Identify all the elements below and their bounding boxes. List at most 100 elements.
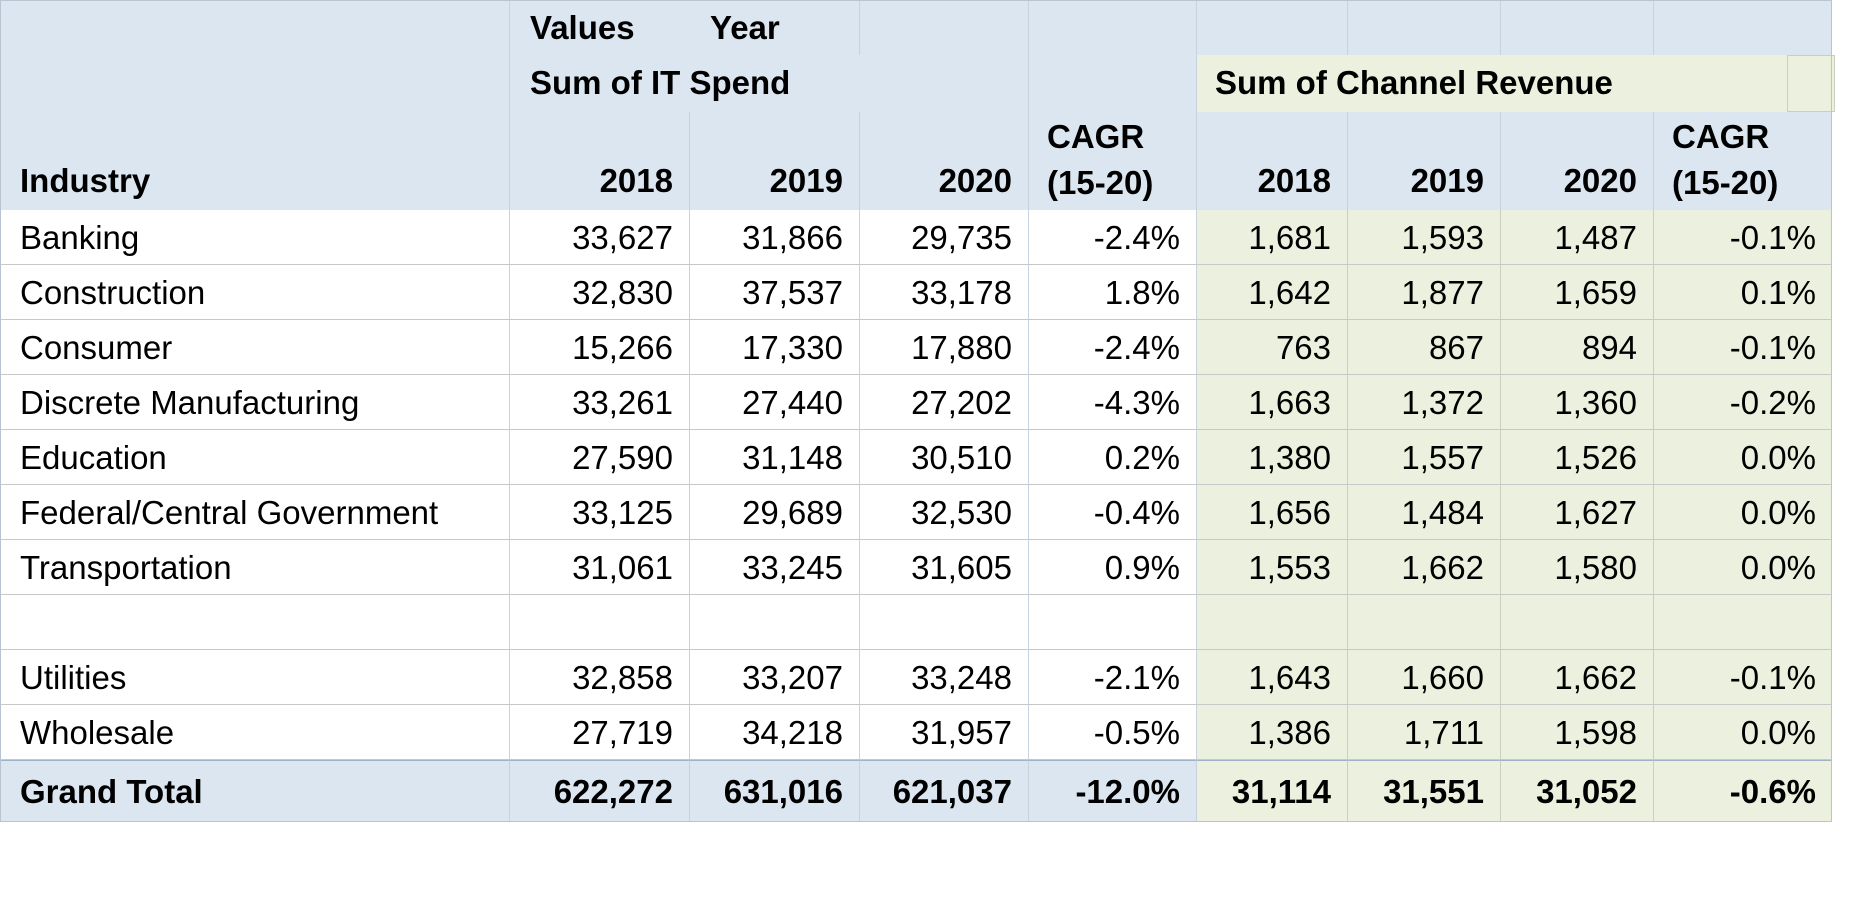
it-2018-cell: 31,061 bbox=[510, 540, 690, 595]
ch-2018-cell: 1,380 bbox=[1197, 430, 1348, 485]
ch-cagr-cell: 0.0% bbox=[1654, 540, 1832, 595]
grand-total-ch-2019: 31,551 bbox=[1348, 760, 1501, 822]
ch-2018-cell: 1,386 bbox=[1197, 705, 1348, 760]
ch-2018-cell: 763 bbox=[1197, 320, 1348, 375]
it-2018-cell: 33,627 bbox=[510, 210, 690, 265]
ch-2019-cell: 867 bbox=[1348, 320, 1501, 375]
grand-total-it-cagr: -12.0% bbox=[1029, 760, 1197, 822]
it-2020-cell: 30,510 bbox=[860, 430, 1029, 485]
table-row[interactable] bbox=[0, 595, 1832, 650]
it-2020-cell: 27,202 bbox=[860, 375, 1029, 430]
industry-cell: Education bbox=[0, 430, 510, 485]
pivot-header-row-measures: Sum of IT Spend Sum of Channel Revenue bbox=[0, 55, 1856, 112]
it-2019-cell: 37,537 bbox=[690, 265, 860, 320]
ch-2018-cell: 1,656 bbox=[1197, 485, 1348, 540]
it-2019-cell: 33,245 bbox=[690, 540, 860, 595]
cagr-header-line1: CAGR bbox=[1672, 118, 1770, 155]
grand-total-label: Grand Total bbox=[0, 760, 510, 822]
ch-2020-cell: 1,627 bbox=[1501, 485, 1654, 540]
table-row[interactable]: Transportation 31,061 33,245 31,605 0.9%… bbox=[0, 540, 1832, 595]
it-cagr-cell: -0.5% bbox=[1029, 705, 1197, 760]
it-cagr-cell bbox=[1029, 595, 1197, 650]
it-2020-cell: 32,530 bbox=[860, 485, 1029, 540]
it-2020-cell bbox=[860, 595, 1029, 650]
ch-cagr-header: CAGR (15-20) bbox=[1654, 112, 1832, 210]
ch-cagr-cell: -0.2% bbox=[1654, 375, 1832, 430]
header-blank-cell bbox=[1197, 0, 1348, 55]
it-2019-cell: 27,440 bbox=[690, 375, 860, 430]
it-2018-cell: 15,266 bbox=[510, 320, 690, 375]
industry-cell: Construction bbox=[0, 265, 510, 320]
ch-2020-cell: 1,580 bbox=[1501, 540, 1654, 595]
grand-total-it-2018: 622,272 bbox=[510, 760, 690, 822]
industry-cell: Consumer bbox=[0, 320, 510, 375]
ch-2020-cell: 1,487 bbox=[1501, 210, 1654, 265]
it-2020-cell: 33,248 bbox=[860, 650, 1029, 705]
table-row[interactable]: Wholesale 27,719 34,218 31,957 -0.5% 1,3… bbox=[0, 705, 1832, 760]
header-blank-cell bbox=[1501, 0, 1654, 55]
ch-2018-cell: 1,643 bbox=[1197, 650, 1348, 705]
industry-cell: Utilities bbox=[0, 650, 510, 705]
ch-cagr-cell: 0.0% bbox=[1654, 485, 1832, 540]
table-row[interactable]: Construction 32,830 37,537 33,178 1.8% 1… bbox=[0, 265, 1832, 320]
header-blank-cell bbox=[860, 0, 1029, 55]
ch-2019-cell: 1,662 bbox=[1348, 540, 1501, 595]
it-2018-cell: 27,719 bbox=[510, 705, 690, 760]
it-2019-cell: 31,866 bbox=[690, 210, 860, 265]
grand-total-it-2020: 621,037 bbox=[860, 760, 1029, 822]
it-cagr-cell: -2.1% bbox=[1029, 650, 1197, 705]
table-row[interactable]: Consumer 15,266 17,330 17,880 -2.4% 763 … bbox=[0, 320, 1832, 375]
table-row[interactable]: Discrete Manufacturing 33,261 27,440 27,… bbox=[0, 375, 1832, 430]
it-2018-cell: 32,830 bbox=[510, 265, 690, 320]
ch-2018-cell: 1,681 bbox=[1197, 210, 1348, 265]
it-cagr-header: CAGR (15-20) bbox=[1029, 112, 1197, 210]
year-field-label[interactable]: Year bbox=[690, 0, 860, 55]
ch-2018-cell: 1,553 bbox=[1197, 540, 1348, 595]
ch-2019-cell: 1,557 bbox=[1348, 430, 1501, 485]
ch-2020-cell: 1,659 bbox=[1501, 265, 1654, 320]
ch-2019-cell: 1,660 bbox=[1348, 650, 1501, 705]
industry-cell: Banking bbox=[0, 210, 510, 265]
it-year-2019-header: 2019 bbox=[690, 112, 860, 210]
corner-cell bbox=[0, 0, 510, 55]
ch-2018-cell: 1,642 bbox=[1197, 265, 1348, 320]
it-cagr-cell: -0.4% bbox=[1029, 485, 1197, 540]
ch-2019-cell: 1,877 bbox=[1348, 265, 1501, 320]
table-row[interactable]: Federal/Central Government 33,125 29,689… bbox=[0, 485, 1832, 540]
it-2020-cell: 17,880 bbox=[860, 320, 1029, 375]
ch-2019-cell: 1,484 bbox=[1348, 485, 1501, 540]
table-row[interactable]: Utilities 32,858 33,207 33,248 -2.1% 1,6… bbox=[0, 650, 1832, 705]
ch-2020-cell: 894 bbox=[1501, 320, 1654, 375]
channel-header-overflow-cell bbox=[1787, 55, 1835, 112]
it-2019-cell bbox=[690, 595, 860, 650]
header-blank-cell bbox=[1029, 55, 1197, 112]
it-2018-cell: 32,858 bbox=[510, 650, 690, 705]
it-2020-cell: 31,605 bbox=[860, 540, 1029, 595]
grand-total-it-2019: 631,016 bbox=[690, 760, 860, 822]
ch-2018-cell bbox=[1197, 595, 1348, 650]
cagr-header-line1: CAGR bbox=[1047, 118, 1145, 155]
ch-cagr-cell: -0.1% bbox=[1654, 210, 1832, 265]
table-row[interactable]: Education 27,590 31,148 30,510 0.2% 1,38… bbox=[0, 430, 1832, 485]
grand-total-ch-2018: 31,114 bbox=[1197, 760, 1348, 822]
it-2020-cell: 33,178 bbox=[860, 265, 1029, 320]
it-cagr-cell: -4.3% bbox=[1029, 375, 1197, 430]
channel-revenue-measure-label[interactable]: Sum of Channel Revenue bbox=[1197, 55, 1787, 112]
ch-2019-cell: 1,711 bbox=[1348, 705, 1501, 760]
grand-total-row[interactable]: Grand Total 622,272 631,016 621,037 -12.… bbox=[0, 760, 1832, 822]
ch-year-2019-header: 2019 bbox=[1348, 112, 1501, 210]
industry-cell bbox=[0, 595, 510, 650]
corner-cell bbox=[0, 55, 510, 112]
it-cagr-cell: 0.9% bbox=[1029, 540, 1197, 595]
it-2020-cell: 29,735 bbox=[860, 210, 1029, 265]
ch-cagr-cell bbox=[1654, 595, 1832, 650]
it-spend-measure-label[interactable]: Sum of IT Spend bbox=[510, 55, 860, 112]
pivot-column-header-row: Industry 2018 2019 2020 CAGR (15-20) 201… bbox=[0, 112, 1832, 210]
industry-row-label[interactable]: Industry bbox=[0, 112, 510, 210]
values-field-label[interactable]: Values bbox=[510, 0, 690, 55]
cagr-header-line2: (15-20) bbox=[1047, 164, 1154, 201]
it-2018-cell bbox=[510, 595, 690, 650]
header-blank-cell bbox=[1654, 0, 1832, 55]
pivot-header-row-values: Values Year bbox=[0, 0, 1832, 55]
table-row[interactable]: Banking 33,627 31,866 29,735 -2.4% 1,681… bbox=[0, 210, 1832, 265]
